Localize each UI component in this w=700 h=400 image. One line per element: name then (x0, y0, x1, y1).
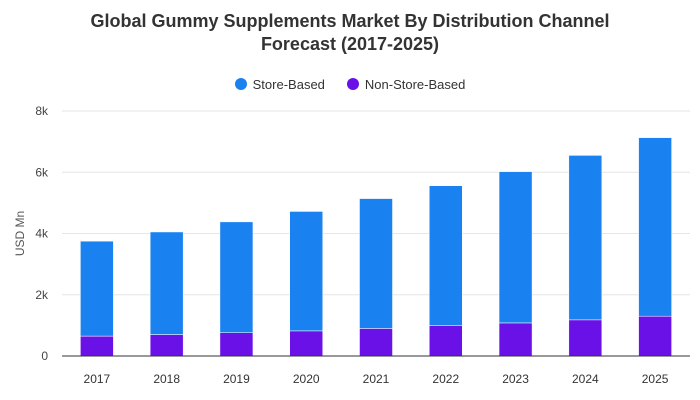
bar-non-store-based (219, 332, 254, 357)
bar-non-store-based (289, 330, 323, 357)
x-tick-label: 2022 (432, 372, 459, 386)
x-tick-label: 2017 (84, 372, 111, 386)
bar-store-based (359, 198, 393, 329)
x-tick-label: 2019 (223, 372, 250, 386)
bar-non-store-based (149, 334, 184, 357)
bar-store-based (498, 171, 533, 324)
bar-store-based (429, 185, 463, 326)
legend-swatch-non-store-based (346, 78, 359, 90)
bar-store-based (219, 221, 254, 333)
bar-non-store-based (638, 315, 672, 357)
bar-non-store-based (80, 335, 114, 357)
x-tick-label: 2023 (502, 372, 529, 386)
x-tick-label: 2024 (572, 372, 599, 386)
legend-item-non-store-based[interactable]: Non-Store-Based (346, 76, 466, 92)
bar-non-store-based (568, 319, 603, 357)
x-tick-label: 2018 (153, 372, 180, 386)
x-tick-label: 2021 (363, 372, 390, 386)
legend-item-store-based[interactable]: Store-Based (234, 76, 325, 92)
legend-label-non-store-based: Non-Store-Based (364, 76, 466, 92)
chart-title-line-2: Forecast (2017-2025) (260, 34, 440, 54)
x-tick-label: 2025 (642, 372, 669, 386)
y-tick-label: 6k (35, 165, 49, 179)
bar-store-based (289, 211, 323, 332)
y-tick-label: 0 (41, 349, 48, 363)
bar-store-based (568, 155, 603, 321)
bar-non-store-based (359, 328, 393, 357)
bar-store-based (638, 137, 672, 317)
bar-store-based (149, 231, 184, 335)
y-axis-label: USD Mn (13, 211, 27, 256)
legend-swatch-store-based (234, 78, 247, 90)
chart-title-line-1: Global Gummy Supplements Market By Distr… (90, 11, 610, 31)
y-tick-label: 4k (35, 227, 49, 241)
y-tick-label: 8k (35, 104, 49, 118)
x-tick-label: 2020 (293, 372, 320, 386)
y-tick-label: 2k (35, 288, 49, 302)
bar-store-based (80, 240, 114, 337)
bar-non-store-based (429, 325, 463, 357)
chart-legend: Store-Based Non-Store-Based (0, 75, 700, 93)
legend-label-store-based: Store-Based (252, 76, 325, 92)
bar-non-store-based (498, 322, 533, 357)
